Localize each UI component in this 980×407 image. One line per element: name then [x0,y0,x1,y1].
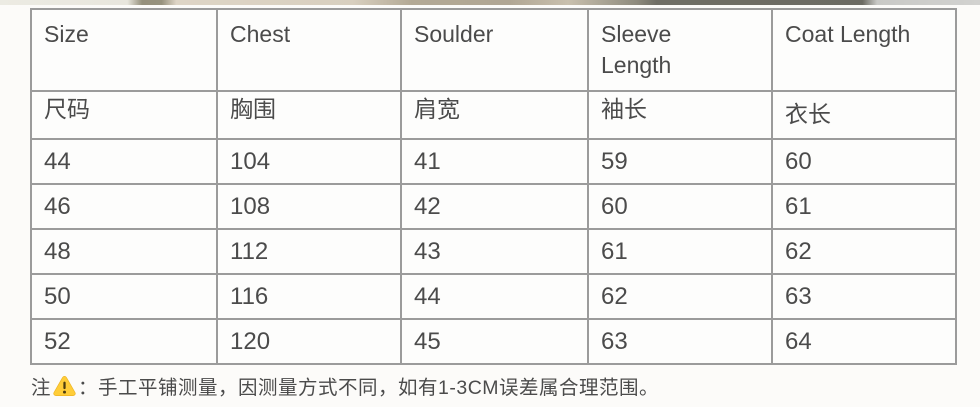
table-cell: 104 [216,138,402,185]
header-row-chinese: 尺码 胸围 肩宽 袖长 衣长 [30,90,957,140]
table-cell: 108 [216,183,402,230]
table-cell: 44 [30,138,218,185]
table-row: 46 108 42 60 61 [30,183,957,230]
column-header-en: Size [30,8,218,92]
table-cell: 41 [400,138,589,185]
column-header-cn: 尺码 [30,90,218,140]
table-cell: 46 [30,183,218,230]
table-cell: 50 [30,273,218,320]
table-cell: 116 [216,273,402,320]
table-cell: 64 [771,318,957,365]
size-chart-body: 44 104 41 59 60 46 108 42 60 61 48 112 43 61 62 50 116 44… [30,138,957,365]
column-header-cn: 袖长 [587,90,773,140]
table-row: 52 120 45 63 64 [30,318,957,365]
table-cell: 60 [587,183,773,230]
footnote-text: 手工平铺测量，因测量方式不同，如有1-3CM误差属合理范围。 [98,377,660,399]
table-row: 44 104 41 59 60 [30,138,957,185]
column-header-cn: 胸围 [216,90,402,140]
table-cell: 61 [587,228,773,275]
column-header-en: Chest [216,8,402,92]
table-cell: 120 [216,318,402,365]
table-cell: 61 [771,183,957,230]
table-cell: 63 [587,318,773,365]
footnote-prefix: 注 [31,377,52,399]
column-header-en: Soulder [400,8,589,92]
table-cell: 42 [400,183,589,230]
warning-triangle-icon [53,375,76,396]
column-header-cn: 衣长 [771,90,957,140]
footnote: 注 ： 手工平铺测量，因测量方式不同，如有1-3CM误差属合理范围。 [31,371,659,400]
table-cell: 112 [216,228,402,275]
table-cell: 48 [30,228,218,275]
size-chart-table: Size Chest Soulder Sleeve Length Coat Length… [30,8,957,365]
table-cell: 43 [400,228,589,275]
table-cell: 45 [400,318,589,365]
table-cell: 62 [587,273,773,320]
header-row-english: Size Chest Soulder Sleeve Length Coat Length [30,8,957,92]
table-cell: 62 [771,228,957,275]
table-cell: 63 [771,273,957,320]
column-header-cn: 肩宽 [400,90,589,140]
table-cell: 52 [30,318,218,365]
table-cell: 60 [771,138,957,185]
footnote-separator: ： [78,377,99,399]
table-cell: 44 [400,273,589,320]
column-header-en: Sleeve Length [587,8,773,92]
column-header-en: Coat Length [771,8,957,92]
table-row: 48 112 43 61 62 [30,228,957,275]
photo-edge-strip [0,0,980,5]
table-row: 50 116 44 62 63 [30,273,957,320]
table-cell: 59 [587,138,773,185]
